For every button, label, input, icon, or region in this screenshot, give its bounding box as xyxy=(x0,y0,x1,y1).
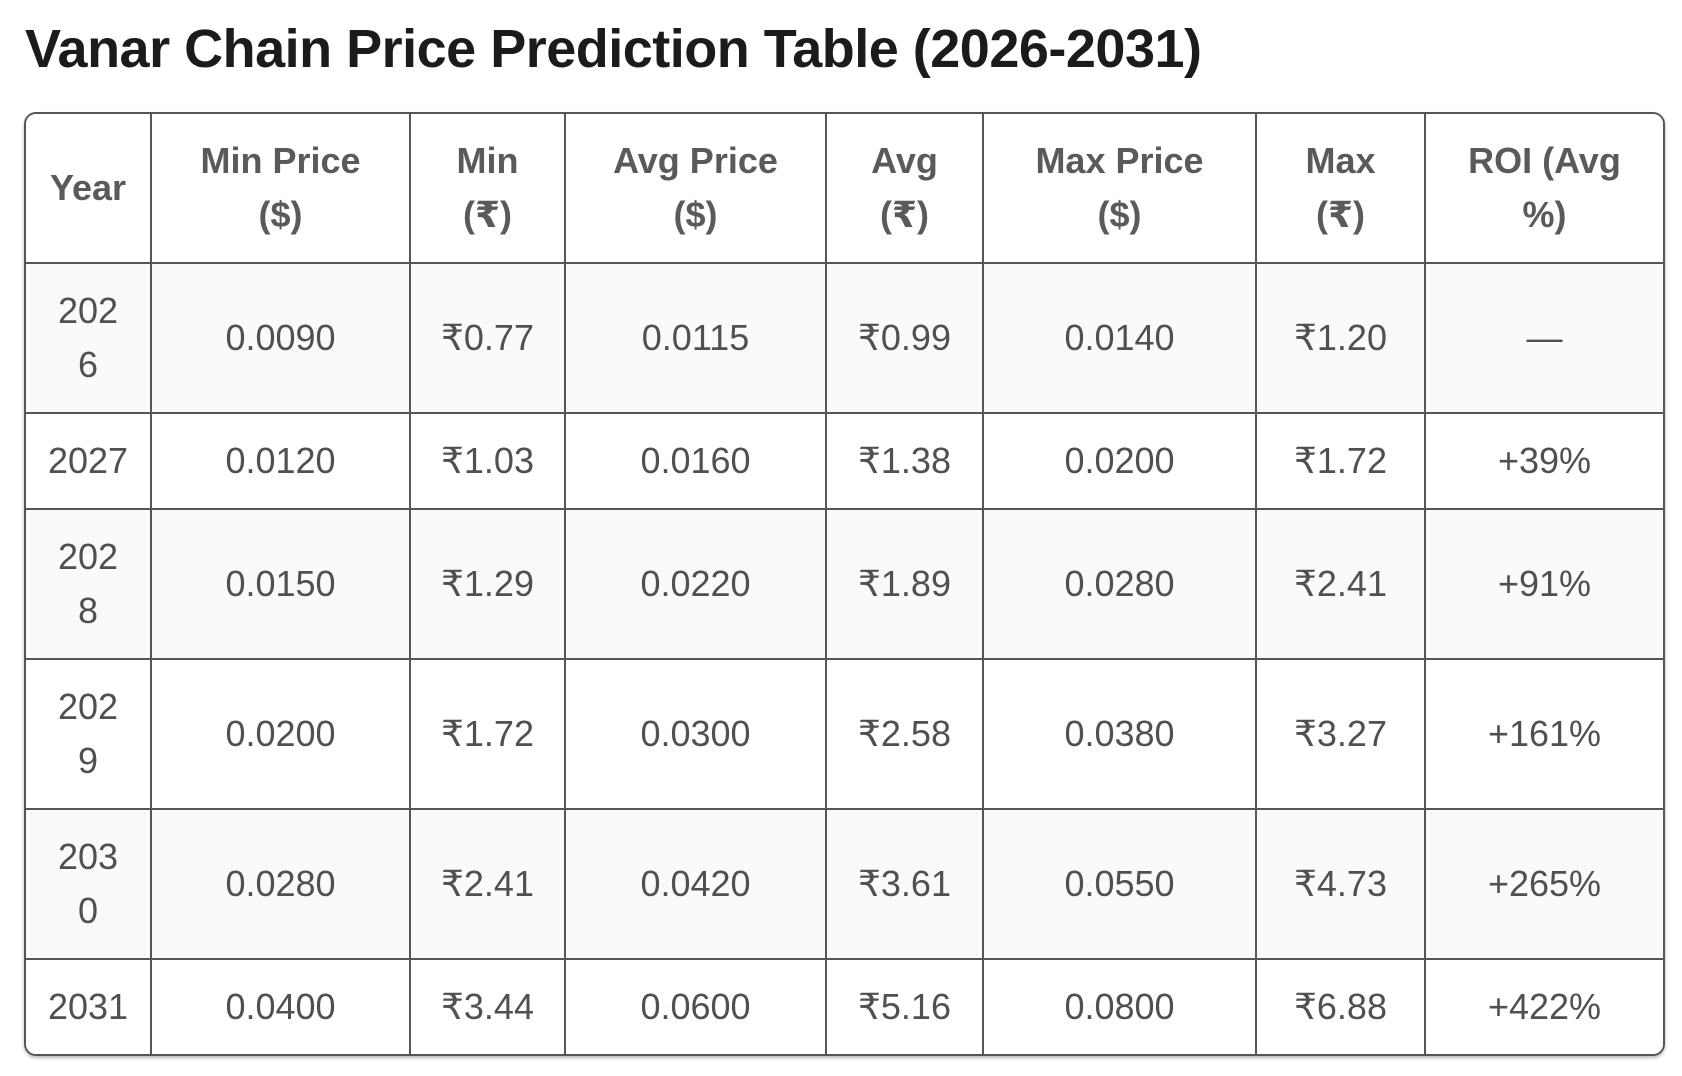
cell-avg-price-usd: 0.0300 xyxy=(566,660,827,811)
cell-min-inr: ₹1.72 xyxy=(411,660,566,811)
cell-roi: +91% xyxy=(1426,510,1663,661)
cell-max-price-usd: 0.0140 xyxy=(984,264,1257,415)
cell-min-inr: ₹3.44 xyxy=(411,960,566,1055)
cell-max-inr: ₹1.20 xyxy=(1257,264,1426,415)
cell-avg-inr: ₹0.99 xyxy=(827,264,984,415)
cell-year: 203 0 xyxy=(26,810,152,961)
cell-year: 202 9 xyxy=(26,660,152,811)
cell-min-price-usd: 0.0150 xyxy=(152,510,411,661)
cell-max-price-usd: 0.0800 xyxy=(984,960,1257,1055)
col-header-max-inr: Max (₹) xyxy=(1257,114,1426,265)
cell-year: 2031 xyxy=(26,960,152,1055)
table-row: 203 0 0.0280 ₹2.41 0.0420 ₹3.61 0.0550 ₹… xyxy=(26,810,1663,961)
table-header-row: Year Min Price ($) Min (₹) Avg Price ($)… xyxy=(26,114,1663,265)
cell-avg-inr: ₹1.38 xyxy=(827,414,984,511)
cell-roi: +161% xyxy=(1426,660,1663,811)
col-header-avg-inr: Avg (₹) xyxy=(827,114,984,265)
cell-year: 2027 xyxy=(26,414,152,511)
cell-avg-inr: ₹5.16 xyxy=(827,960,984,1055)
cell-avg-price-usd: 0.0220 xyxy=(566,510,827,661)
cell-min-inr: ₹0.77 xyxy=(411,264,566,415)
table-row: 202 8 0.0150 ₹1.29 0.0220 ₹1.89 0.0280 ₹… xyxy=(26,510,1663,661)
cell-avg-inr: ₹3.61 xyxy=(827,810,984,961)
col-header-year: Year xyxy=(26,114,152,265)
cell-roi: +39% xyxy=(1426,414,1663,511)
cell-roi: +422% xyxy=(1426,960,1663,1055)
cell-max-price-usd: 0.0200 xyxy=(984,414,1257,511)
price-prediction-table: Year Min Price ($) Min (₹) Avg Price ($)… xyxy=(26,114,1663,1055)
cell-year: 202 6 xyxy=(26,264,152,415)
cell-min-price-usd: 0.0120 xyxy=(152,414,411,511)
col-header-roi: ROI (Avg %) xyxy=(1426,114,1663,265)
table-row: 202 9 0.0200 ₹1.72 0.0300 ₹2.58 0.0380 ₹… xyxy=(26,660,1663,811)
cell-max-price-usd: 0.0550 xyxy=(984,810,1257,961)
table-row: 2031 0.0400 ₹3.44 0.0600 ₹5.16 0.0800 ₹6… xyxy=(26,960,1663,1055)
table-row: 2027 0.0120 ₹1.03 0.0160 ₹1.38 0.0200 ₹1… xyxy=(26,414,1663,511)
cell-avg-price-usd: 0.0420 xyxy=(566,810,827,961)
cell-min-inr: ₹1.03 xyxy=(411,414,566,511)
cell-max-inr: ₹4.73 xyxy=(1257,810,1426,961)
col-header-avg-price-usd: Avg Price ($) xyxy=(566,114,827,265)
cell-min-price-usd: 0.0090 xyxy=(152,264,411,415)
cell-min-price-usd: 0.0280 xyxy=(152,810,411,961)
cell-avg-inr: ₹1.89 xyxy=(827,510,984,661)
col-header-min-price-usd: Min Price ($) xyxy=(152,114,411,265)
cell-avg-price-usd: 0.0600 xyxy=(566,960,827,1055)
cell-max-price-usd: 0.0380 xyxy=(984,660,1257,811)
cell-avg-price-usd: 0.0160 xyxy=(566,414,827,511)
cell-avg-inr: ₹2.58 xyxy=(827,660,984,811)
cell-max-inr: ₹3.27 xyxy=(1257,660,1426,811)
cell-max-inr: ₹6.88 xyxy=(1257,960,1426,1055)
cell-year: 202 8 xyxy=(26,510,152,661)
cell-max-inr: ₹1.72 xyxy=(1257,414,1426,511)
col-header-min-inr: Min (₹) xyxy=(411,114,566,265)
price-table-container: Year Min Price ($) Min (₹) Avg Price ($)… xyxy=(24,112,1665,1057)
cell-avg-price-usd: 0.0115 xyxy=(566,264,827,415)
cell-min-price-usd: 0.0200 xyxy=(152,660,411,811)
cell-min-inr: ₹2.41 xyxy=(411,810,566,961)
cell-min-price-usd: 0.0400 xyxy=(152,960,411,1055)
cell-min-inr: ₹1.29 xyxy=(411,510,566,661)
cell-max-price-usd: 0.0280 xyxy=(984,510,1257,661)
cell-roi: +265% xyxy=(1426,810,1663,961)
table-row: 202 6 0.0090 ₹0.77 0.0115 ₹0.99 0.0140 ₹… xyxy=(26,264,1663,415)
col-header-max-price-usd: Max Price ($) xyxy=(984,114,1257,265)
cell-roi: — xyxy=(1426,264,1663,415)
cell-max-inr: ₹2.41 xyxy=(1257,510,1426,661)
page-title: Vanar Chain Price Prediction Table (2026… xyxy=(25,19,1202,79)
